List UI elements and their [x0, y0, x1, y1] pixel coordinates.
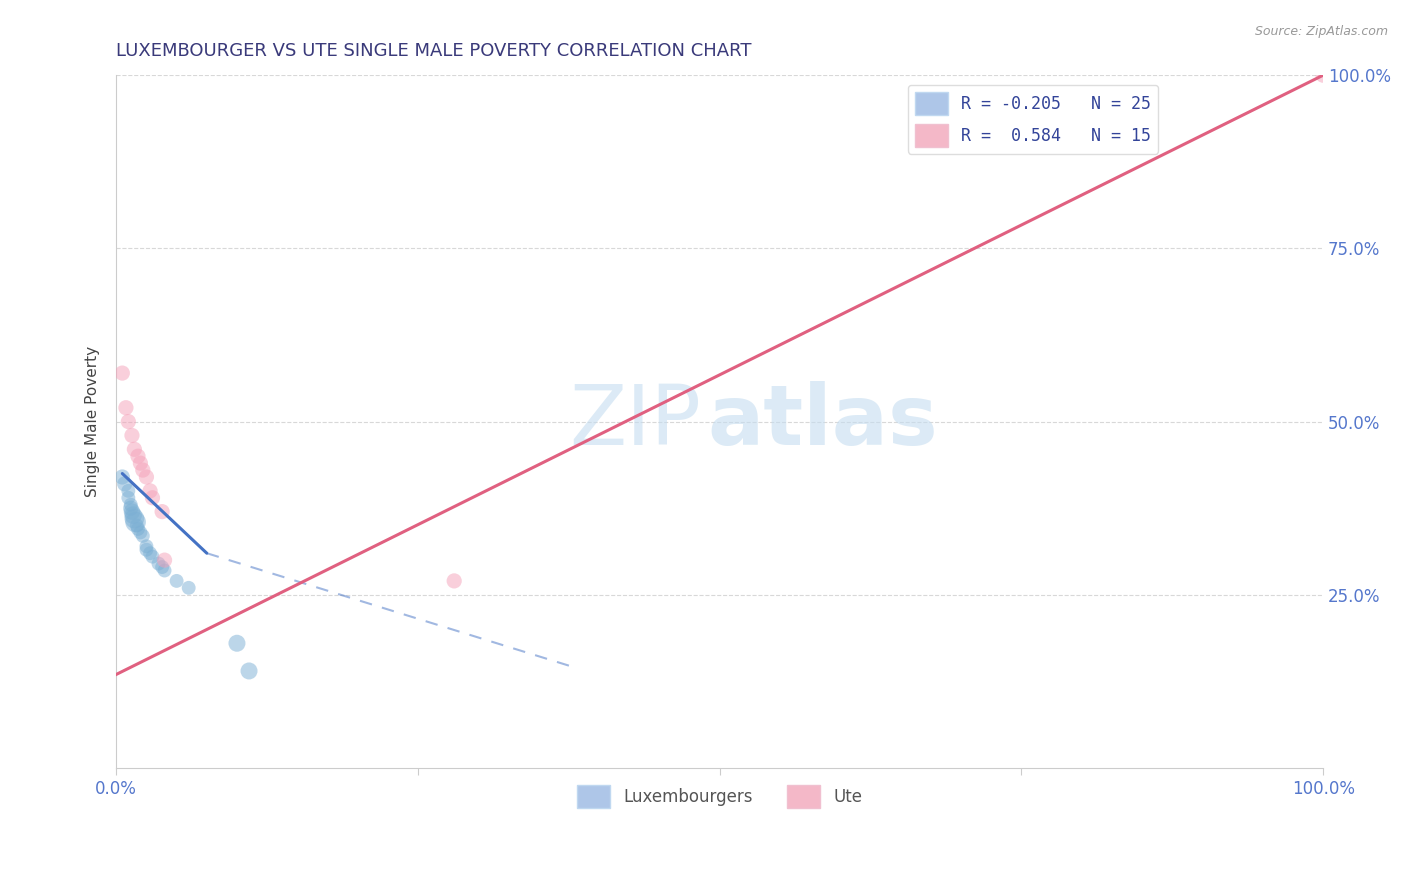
Point [135, 542, 157, 557]
Point [177, 581, 200, 595]
Point [150, 560, 173, 574]
Point [117, 483, 139, 498]
Point [124, 442, 146, 457]
Point [148, 557, 170, 571]
Point [443, 574, 465, 588]
Point [111, 470, 134, 484]
Point [129, 456, 152, 470]
Point [135, 470, 157, 484]
Point [120, 498, 142, 512]
Point [226, 636, 249, 650]
Point [139, 483, 162, 498]
Point [135, 539, 157, 553]
Point [120, 501, 142, 516]
Point [141, 549, 163, 564]
Point [166, 574, 188, 588]
Point [122, 508, 145, 522]
Point [124, 511, 146, 525]
Text: LUXEMBOURGER VS UTE SINGLE MALE POVERTY CORRELATION CHART: LUXEMBOURGER VS UTE SINGLE MALE POVERTY … [117, 42, 752, 60]
Point [125, 518, 148, 533]
Point [132, 463, 155, 477]
Y-axis label: Single Male Poverty: Single Male Poverty [86, 346, 100, 497]
Point [114, 477, 136, 491]
Text: Source: ZipAtlas.com: Source: ZipAtlas.com [1254, 25, 1388, 38]
Point [124, 515, 146, 529]
Point [117, 415, 139, 429]
Point [129, 525, 152, 540]
Point [117, 491, 139, 505]
Point [153, 553, 176, 567]
Point [139, 546, 162, 560]
Point [141, 491, 163, 505]
Point [115, 401, 138, 415]
Point [238, 664, 260, 678]
Legend: Luxembourgers, Ute: Luxembourgers, Ute [571, 778, 869, 815]
Point [121, 505, 143, 519]
Point [121, 428, 143, 442]
Text: ZIP: ZIP [569, 381, 702, 462]
Text: atlas: atlas [707, 381, 938, 462]
Point [153, 564, 176, 578]
Point [132, 529, 155, 543]
Point [127, 449, 149, 463]
Point [127, 522, 149, 536]
Point [1312, 68, 1334, 82]
Point [111, 366, 134, 380]
Point [150, 505, 173, 519]
